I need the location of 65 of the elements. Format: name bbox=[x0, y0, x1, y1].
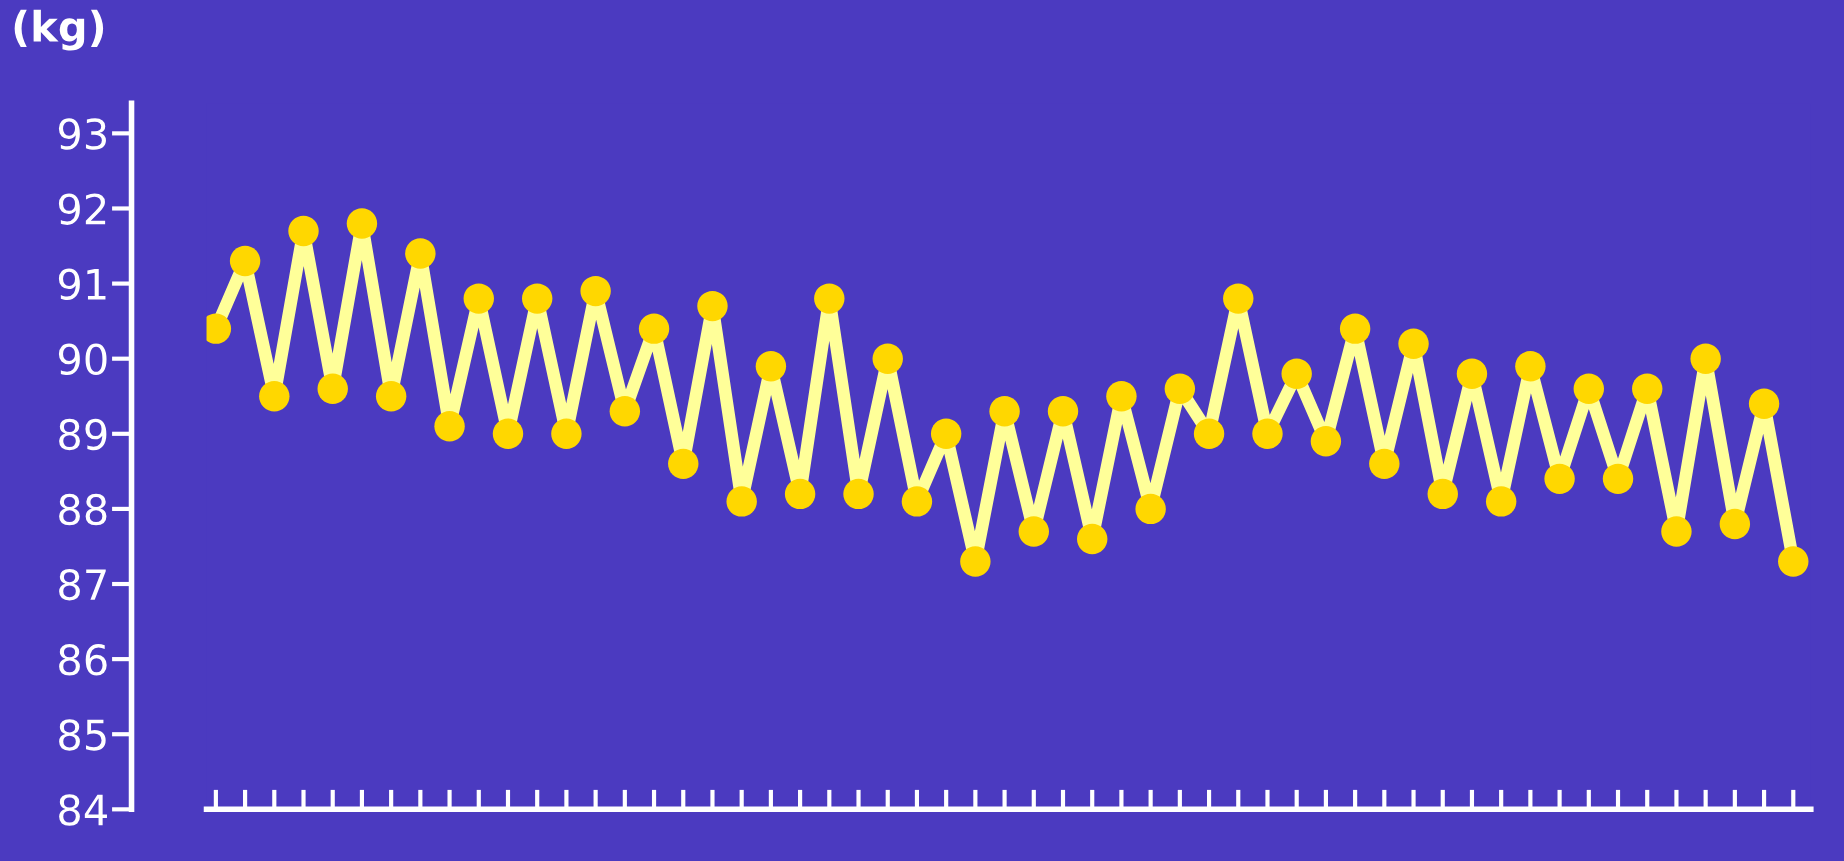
y-axis-title: (kg) bbox=[14, 9, 104, 51]
point bbox=[1485, 486, 1517, 517]
point bbox=[1573, 373, 1605, 404]
point bbox=[434, 411, 465, 442]
point bbox=[1427, 478, 1458, 510]
y-tick-label: 85 bbox=[59, 719, 106, 751]
point bbox=[1339, 313, 1371, 344]
y-tick-label: 90 bbox=[58, 343, 107, 376]
point bbox=[317, 373, 348, 404]
point bbox=[843, 478, 874, 510]
point bbox=[668, 448, 699, 480]
y-tick-label: 86 bbox=[59, 644, 107, 676]
point bbox=[1602, 463, 1634, 495]
point bbox=[492, 418, 524, 450]
point bbox=[1018, 516, 1049, 547]
point bbox=[1515, 350, 1546, 382]
y-tick-label: 84 bbox=[59, 794, 107, 826]
point bbox=[1398, 328, 1429, 359]
point bbox=[551, 418, 582, 450]
point bbox=[375, 381, 407, 412]
point bbox=[1223, 283, 1254, 314]
point bbox=[1252, 418, 1283, 450]
y-tick-label: 93 bbox=[58, 118, 106, 150]
point bbox=[1632, 373, 1663, 404]
y-tick-label: 92 bbox=[58, 193, 106, 225]
point bbox=[229, 245, 261, 277]
point bbox=[1456, 358, 1488, 389]
point bbox=[1106, 381, 1137, 412]
y-tick-label: 87 bbox=[59, 568, 106, 601]
y-tick-label: 91 bbox=[58, 268, 106, 300]
point bbox=[638, 313, 670, 344]
point bbox=[1135, 493, 1166, 525]
point bbox=[1281, 358, 1312, 389]
point bbox=[609, 396, 641, 427]
y-tick-label: 88 bbox=[59, 493, 107, 526]
point bbox=[697, 290, 728, 322]
point bbox=[1310, 426, 1342, 457]
point bbox=[259, 381, 290, 412]
y-tick-label: 89 bbox=[59, 418, 107, 451]
point bbox=[1164, 373, 1196, 404]
point bbox=[1047, 396, 1079, 427]
point bbox=[1544, 463, 1575, 495]
point bbox=[814, 283, 845, 314]
point bbox=[463, 283, 494, 314]
point bbox=[1719, 508, 1751, 540]
point bbox=[405, 238, 436, 269]
point bbox=[930, 418, 962, 450]
point bbox=[1077, 523, 1108, 555]
point bbox=[872, 343, 903, 374]
point bbox=[521, 283, 553, 314]
point bbox=[1778, 546, 1809, 577]
point bbox=[755, 350, 787, 382]
point bbox=[726, 486, 757, 517]
point bbox=[1661, 516, 1692, 547]
point bbox=[901, 486, 933, 517]
point bbox=[989, 396, 1020, 427]
point bbox=[346, 208, 378, 239]
point bbox=[1193, 418, 1225, 450]
point bbox=[960, 546, 991, 577]
point bbox=[288, 215, 319, 247]
point bbox=[784, 478, 816, 510]
point bbox=[1690, 343, 1721, 374]
point bbox=[1369, 448, 1400, 480]
point bbox=[580, 275, 611, 307]
point bbox=[1748, 388, 1780, 419]
